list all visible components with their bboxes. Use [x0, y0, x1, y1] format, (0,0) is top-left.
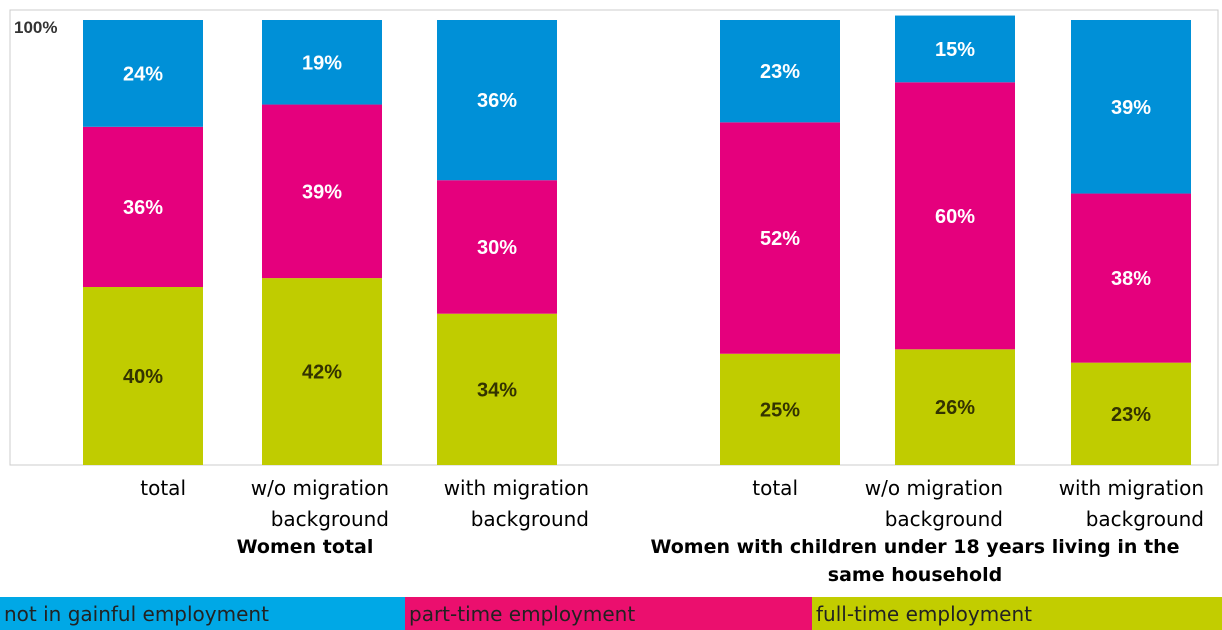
bar-data-label: 52%	[760, 228, 800, 250]
bar-segment-not-in-gainful-employment	[437, 20, 557, 181]
legend-swatch-full-time-employment	[812, 597, 1222, 630]
bar-data-label: 19%	[302, 52, 342, 74]
bar-segment-full-time-employment	[83, 287, 203, 465]
bar-segment-part-time-employment	[895, 82, 1015, 350]
bar-segment-not-in-gainful-employment	[1071, 20, 1191, 194]
y-axis-tick-100: 100%	[14, 18, 57, 37]
category-label: background	[885, 507, 1003, 531]
bar-data-label: 26%	[935, 397, 975, 419]
group-labels: Women total Women with children under 18 …	[237, 536, 1180, 586]
bar-segment-full-time-employment	[262, 278, 382, 465]
bar-data-label: 25%	[760, 399, 800, 421]
category-label: background	[271, 507, 389, 531]
category-labels: total w/o migration background with migrati…	[140, 476, 1204, 531]
legend-label-part-time-employment: part-time employment	[409, 602, 635, 626]
bar-segment-not-in-gainful-employment	[895, 15, 1015, 83]
bar-segment-part-time-employment	[720, 122, 840, 354]
group-label-women-with-children: Women with children under 18 years livin…	[650, 536, 1179, 558]
plot-area	[9, 9, 1219, 466]
bar-data-label: 15%	[935, 39, 975, 61]
bar-data-label: 34%	[477, 379, 517, 401]
bar-data-label: 23%	[1111, 404, 1151, 426]
category-label: background	[1086, 507, 1204, 531]
category-label: with migration	[1059, 476, 1204, 500]
bar-data-label: 24%	[123, 63, 163, 85]
bar-segment-not-in-gainful-employment	[262, 20, 382, 105]
bar-data-label: 42%	[302, 362, 342, 384]
bar-segment-part-time-employment	[262, 104, 382, 279]
bar-segment-not-in-gainful-employment	[83, 20, 203, 127]
category-label: w/o migration	[251, 476, 389, 500]
bar-segment-not-in-gainful-employment	[720, 20, 840, 123]
bar-segment-part-time-employment	[83, 126, 203, 287]
group-label-women-total: Women total	[237, 536, 374, 558]
legend-label-not-in-gainful-employment: not in gainful employment	[4, 602, 269, 626]
category-label: total	[752, 476, 798, 500]
bar-segment-full-time-employment	[1071, 362, 1191, 465]
bars-layer: 40% 36% 24% 42% 39% 19% 34% 30% 36% 25% 52% 23% 26% 6…	[83, 15, 1191, 465]
category-label: w/o migration	[865, 476, 1003, 500]
category-label: with migration	[444, 476, 589, 500]
bar-data-label: 39%	[302, 181, 342, 203]
bar-data-label: 40%	[123, 366, 163, 388]
bar-data-label: 36%	[123, 197, 163, 219]
bar-data-label: 36%	[477, 90, 517, 112]
bar-segment-full-time-employment	[895, 349, 1015, 465]
legend: not in gainful employment part-time emplo…	[0, 597, 1222, 630]
bar-segment-part-time-employment	[1071, 193, 1191, 363]
bar-data-label: 30%	[477, 237, 517, 259]
category-label: total	[140, 476, 186, 500]
bar-data-label: 39%	[1111, 97, 1151, 119]
group-label-women-with-children: same household	[828, 564, 1002, 586]
bar-segment-full-time-employment	[437, 313, 557, 465]
bar-segment-part-time-employment	[437, 180, 557, 314]
legend-swatch-part-time-employment	[405, 597, 812, 630]
category-label: background	[471, 507, 589, 531]
bar-segment-full-time-employment	[720, 353, 840, 465]
bar-data-label: 23%	[760, 61, 800, 83]
bar-data-label: 38%	[1111, 268, 1151, 290]
legend-label-full-time-employment: full-time employment	[816, 602, 1032, 626]
legend-swatch-not-in-gainful-employment	[0, 597, 405, 630]
bar-data-label: 60%	[935, 206, 975, 228]
